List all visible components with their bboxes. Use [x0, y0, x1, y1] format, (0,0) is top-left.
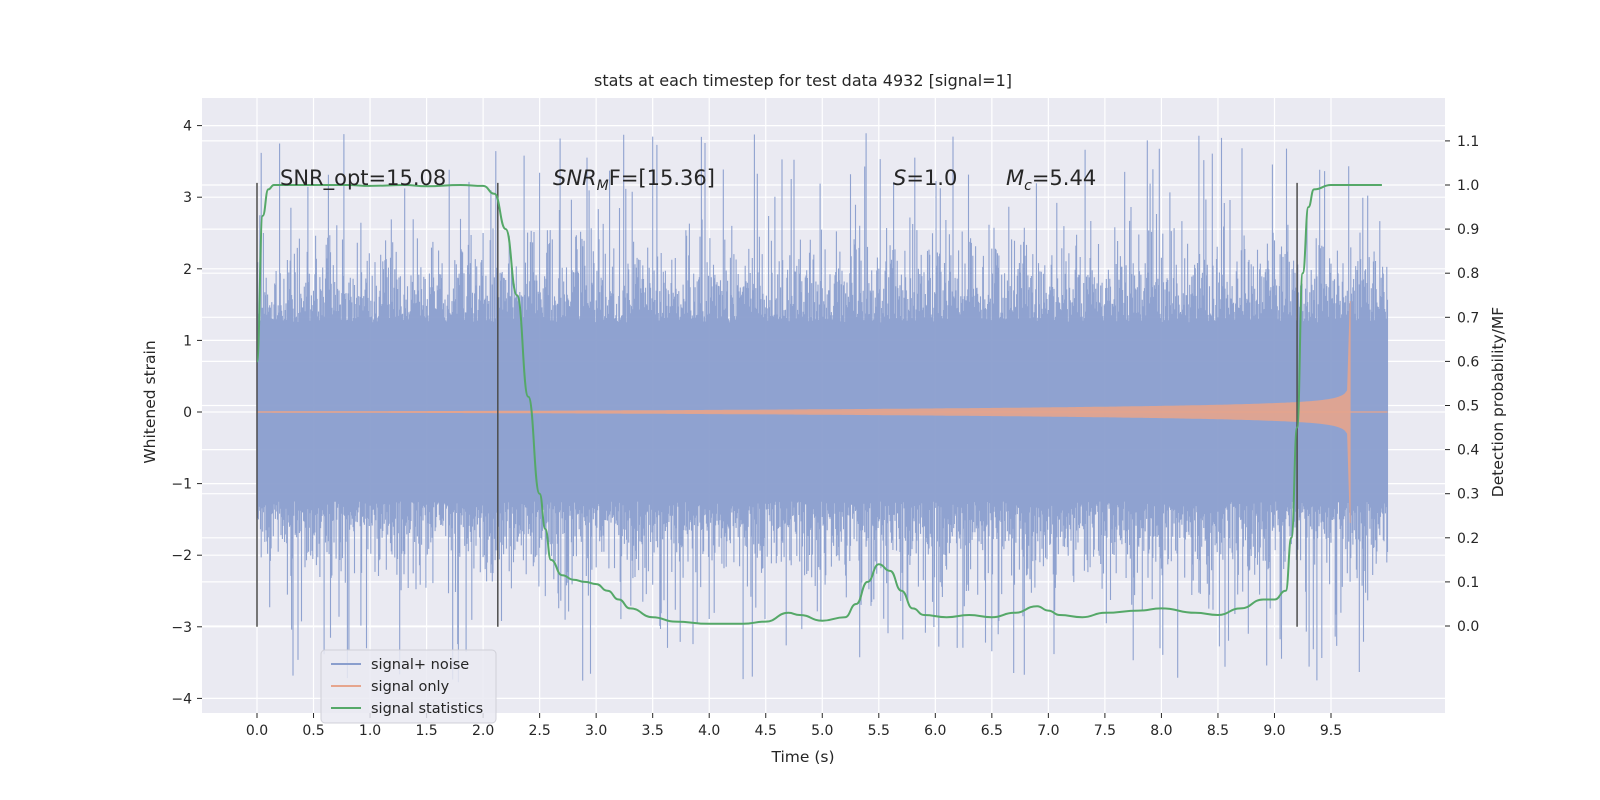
x-tick-label: 8.5	[1207, 723, 1229, 739]
annotation-snr-opt: SNR_opt=15.08	[280, 166, 446, 191]
x-tick-label: 1.0	[359, 723, 381, 739]
x-tick-label: 6.0	[924, 723, 946, 739]
y-tick-label: 4	[183, 119, 192, 135]
legend-box	[320, 649, 497, 724]
y-tick-label: −2	[171, 548, 192, 564]
x-tick-label: 4.0	[698, 723, 720, 739]
signal-statistics-line	[256, 183, 1382, 625]
legend: signal+ noise signal only signal statist…	[320, 649, 497, 724]
vertical-markers	[256, 182, 1298, 627]
y-right-tick-label: 1.1	[1457, 134, 1479, 150]
x-tick-label: 2.5	[528, 723, 550, 739]
y-right-tick-label: 0.8	[1457, 266, 1479, 282]
y-tick-label: −4	[171, 691, 192, 707]
y-tick-label: −1	[171, 477, 192, 493]
legend-label-signal-statistics: signal statistics	[371, 701, 483, 717]
annotation-snr-mf: SNRMF=[15.36]	[553, 166, 715, 194]
y-tick-label: −3	[171, 620, 192, 636]
y-right-tick-label: 0.6	[1457, 354, 1479, 370]
x-tick-label: 2.0	[472, 723, 494, 739]
chart-title: stats at each timestep for test data 493…	[594, 71, 1012, 90]
y-right-tick-label: 0.2	[1457, 531, 1479, 547]
x-tick-label: 6.5	[981, 723, 1003, 739]
y-right-tick-label: 0.4	[1457, 443, 1479, 459]
x-tick-label: 5.0	[811, 723, 833, 739]
y-right-tick-label: 0.3	[1457, 487, 1479, 503]
annotation-mc: Mc=5.44	[1006, 166, 1096, 194]
legend-label-signal-only: signal only	[371, 679, 450, 695]
x-tick-label: 0.0	[246, 723, 268, 739]
snr-mf-base: SNR	[553, 166, 597, 190]
x-tick-label: 9.0	[1263, 723, 1285, 739]
x-tick-label: 8.0	[1150, 723, 1172, 739]
x-tick-label: 3.0	[585, 723, 607, 739]
mc-variable: M	[1006, 166, 1024, 190]
y-right-tick-label: 0.1	[1457, 575, 1479, 591]
y-right-axis-label: Detection probability/MF	[1489, 307, 1507, 498]
tick-labels: 0.0 0.5 1.0 1.5 2.0 2.5 3.0 3.5 4.0 4.5 5.0 5.5 6.0 6…	[171, 119, 1479, 739]
series-signal-statistics	[256, 183, 1382, 625]
s-variable: S	[893, 166, 906, 190]
annotation-s: S=1.0	[893, 166, 957, 190]
x-tick-label: 1.5	[415, 723, 437, 739]
legend-label-signal-noise: signal+ noise	[371, 657, 469, 673]
y-tick-label: 0	[183, 405, 192, 421]
x-axis-label: Time (s)	[770, 748, 834, 766]
snr-mf-rest: F=[15.36]	[609, 166, 715, 190]
x-tick-label: 0.5	[302, 723, 324, 739]
x-tick-label: 4.5	[755, 723, 777, 739]
y-axis-label: Whitened strain	[141, 340, 159, 463]
y-right-tick-label: 0.0	[1457, 619, 1479, 635]
x-tick-label: 5.5	[868, 723, 890, 739]
y-tick-label: 1	[183, 333, 192, 349]
series-signal-only	[256, 300, 1388, 524]
x-tick-label: 7.0	[1037, 723, 1059, 739]
snr-mf-subscript: M	[597, 178, 609, 194]
s-value: =1.0	[906, 166, 957, 190]
mc-value: =5.44	[1032, 166, 1096, 190]
mc-subscript: c	[1024, 178, 1032, 194]
x-tick-label: 7.5	[1094, 723, 1116, 739]
y-tick-label: 3	[183, 190, 192, 206]
y-right-tick-label: 0.9	[1457, 222, 1479, 238]
x-tick-label: 9.5	[1320, 723, 1342, 739]
y-right-tick-label: 0.5	[1457, 399, 1479, 415]
y-tick-label: 2	[183, 262, 192, 278]
y-right-tick-label: 1.0	[1457, 178, 1479, 194]
x-tick-label: 3.5	[642, 723, 664, 739]
y-right-tick-label: 0.7	[1457, 310, 1479, 326]
